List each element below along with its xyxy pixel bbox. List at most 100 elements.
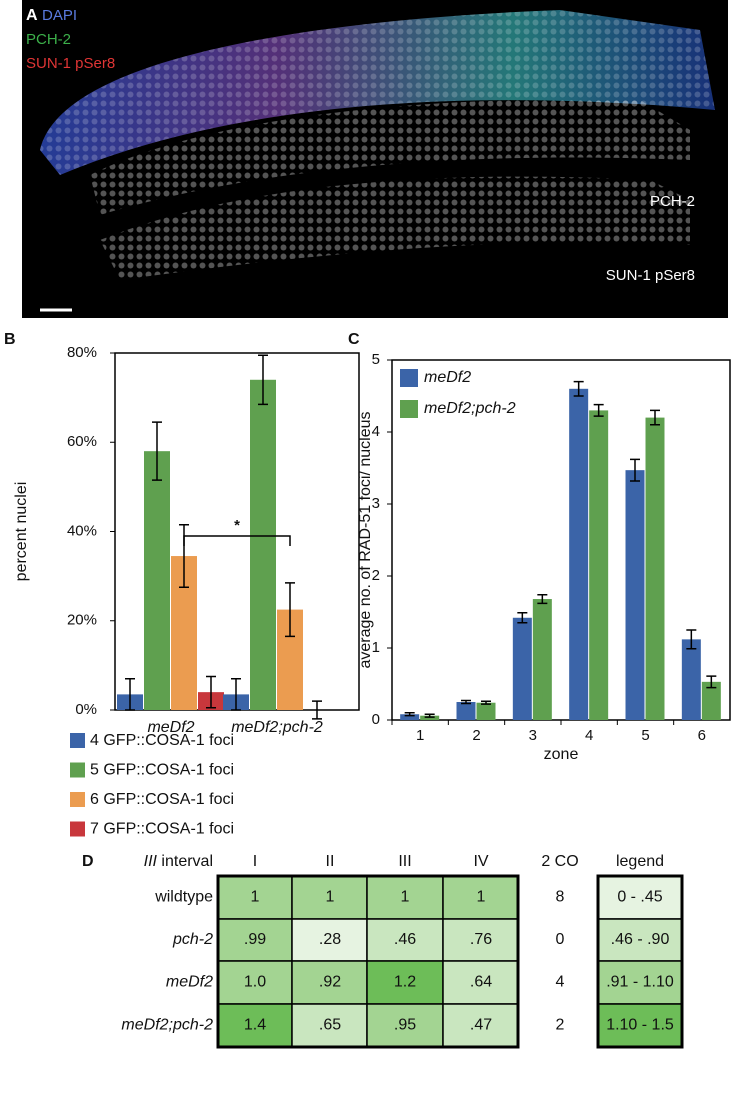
y-tick-label: 1 <box>372 639 380 656</box>
x-tick-label: meDf2;pch-2 <box>231 719 323 736</box>
y-tick-label: 40% <box>67 522 97 539</box>
bar <box>456 702 476 720</box>
x-tick-label: 6 <box>698 727 706 744</box>
channel-label: DAPI <box>42 7 77 24</box>
bar <box>400 714 420 720</box>
row-label: meDf2 <box>166 974 213 991</box>
channel-label: SUN-1 pSer8 <box>26 55 115 72</box>
bar <box>589 410 609 720</box>
error-bar <box>312 700 322 720</box>
error-bar <box>686 629 697 650</box>
cell-value: .99 <box>244 931 266 948</box>
significance-star: * <box>234 517 240 534</box>
cell-value: 1.4 <box>244 1017 266 1034</box>
cell-value: .76 <box>470 931 492 948</box>
error-bar <box>573 380 584 397</box>
row-label: wildtype <box>154 889 213 906</box>
significance-bracket <box>183 535 291 546</box>
error-bar <box>517 611 528 624</box>
legend-label: 7 GFP::COSA-1 foci <box>90 821 234 838</box>
strip-label: PCH-2 <box>650 193 695 210</box>
cell-value: 1 <box>326 889 335 906</box>
legend-range: 0 - .45 <box>617 889 662 906</box>
table-border <box>216 874 520 1049</box>
bar <box>512 617 532 720</box>
y-axis-label: average no. of RAD-51 foci/ nucleus <box>357 411 374 668</box>
legend-range: .46 - .90 <box>611 931 670 948</box>
legend-swatch <box>400 369 418 387</box>
panel-label: B <box>4 331 16 348</box>
y-tick-label: 0% <box>75 701 97 718</box>
co-count: 2 <box>556 1017 565 1034</box>
gonad-pch2 <box>90 99 690 215</box>
table-cell <box>217 1003 293 1048</box>
error-bar <box>404 712 415 717</box>
y-tick-label: 4 <box>372 423 380 440</box>
legend-label: 6 GFP::COSA-1 foci <box>90 791 234 808</box>
bar <box>645 417 665 720</box>
bar <box>532 599 552 720</box>
cell-value: .64 <box>470 974 492 991</box>
legend-label: 5 GFP::COSA-1 foci <box>90 762 234 779</box>
column-header: III interval <box>144 853 213 870</box>
y-tick-label: 3 <box>372 495 380 512</box>
x-tick-label: 2 <box>472 727 480 744</box>
error-bar <box>258 354 268 406</box>
legend-swatch <box>70 733 85 748</box>
error-bar <box>650 409 660 426</box>
row-label: pch-2 <box>172 931 213 948</box>
row-label: meDf2;pch-2 <box>121 1017 213 1034</box>
legend-swatch <box>70 821 85 837</box>
legend-swatch <box>70 792 85 807</box>
legend-swatch <box>70 762 85 778</box>
column-header: IV <box>473 853 488 870</box>
strip-label: SUN-1 pSer8 <box>606 267 695 284</box>
channel-label: PCH-2 <box>26 31 71 48</box>
header-text: interval <box>161 853 213 870</box>
error-bar <box>706 675 717 689</box>
table-cell <box>291 1003 368 1048</box>
column-header: II <box>326 853 335 870</box>
bar <box>701 681 721 720</box>
legend-label: meDf2;pch-2 <box>424 400 516 417</box>
column-header: I <box>253 853 257 870</box>
y-tick-label: 20% <box>67 612 97 629</box>
x-tick-label: meDf2 <box>147 719 194 736</box>
error-bar <box>206 675 216 709</box>
error-bar <box>152 421 162 481</box>
x-axis-label: zone <box>544 746 579 763</box>
x-tick-label: 4 <box>585 727 593 744</box>
gonad-texture <box>40 10 715 175</box>
table-cell <box>366 918 444 962</box>
co-count: 4 <box>556 974 565 991</box>
bar <box>476 702 496 720</box>
cell-value: .28 <box>319 931 341 948</box>
x-tick-label: 3 <box>529 727 537 744</box>
y-tick-label: 0 <box>372 711 380 728</box>
cell-value: 1 <box>401 889 410 906</box>
error-bar <box>285 582 295 638</box>
x-tick-label: 1 <box>416 727 424 744</box>
error-bar <box>231 678 241 711</box>
panel-label: A <box>26 7 38 24</box>
legend-swatch <box>400 400 418 418</box>
panel-label: C <box>348 331 360 348</box>
cell-value: .92 <box>319 974 341 991</box>
legend-label: meDf2 <box>424 369 471 386</box>
gonad-sun1 <box>100 176 690 280</box>
cell-value: .46 <box>394 931 416 948</box>
y-tick-label: 2 <box>372 567 380 584</box>
error-bar <box>125 678 135 711</box>
header-italic: III <box>144 853 158 870</box>
cell-value: 1.2 <box>394 974 416 991</box>
y-axis-label: percent nuclei <box>13 482 30 582</box>
table-cell <box>217 918 293 962</box>
bar <box>250 379 276 710</box>
legend-range: .91 - 1.10 <box>606 974 674 991</box>
cell-value: 1.0 <box>244 974 266 991</box>
error-bar <box>461 699 471 705</box>
column-header: 2 CO <box>541 853 578 870</box>
bar <box>625 470 645 720</box>
bar <box>681 639 701 720</box>
